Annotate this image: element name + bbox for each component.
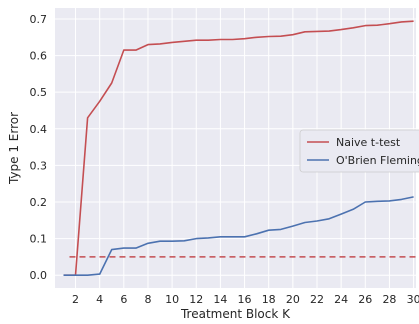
y-tick-label: 0.4: [30, 123, 48, 136]
y-tick-label: 0.1: [30, 233, 48, 246]
legend-label-obrien: O'Brien Fleming: [336, 154, 419, 167]
x-tick-label: 24: [334, 293, 348, 306]
series-layer: [63, 20, 416, 277]
x-tick-label: 6: [120, 293, 127, 306]
x-tick-label: 4: [96, 293, 103, 306]
legend-box: [299, 129, 419, 173]
x-tick-label: 22: [310, 293, 324, 306]
legend: Naive t-test O'Brien Fleming: [299, 129, 419, 173]
x-tick-label: 16: [238, 293, 252, 306]
x-tick-label: 10: [165, 293, 179, 306]
x-tick-label: 8: [144, 293, 151, 306]
legend-label-naive: Naive t-test: [336, 136, 401, 149]
x-tick-label: 26: [358, 293, 372, 306]
y-tick-label: 0.7: [30, 13, 48, 26]
x-tick-label: 14: [213, 293, 227, 306]
x-tick-label: 18: [262, 293, 276, 306]
y-tick-label: 0.2: [30, 196, 48, 209]
y-tick-label: 0.3: [30, 159, 48, 172]
y-tick-label: 0.0: [30, 269, 48, 282]
x-tick-label: 2: [72, 293, 79, 306]
x-tick-label: 20: [286, 293, 300, 306]
y-axis-label: Type 1 Error: [7, 112, 21, 185]
y-tick-label: 0.5: [30, 86, 48, 99]
x-axis-ticks: 2 4 6 8 10 12 14 16 18 20 22 24 26 28 30: [72, 293, 419, 306]
y-axis-ticks: 0.0 0.1 0.2 0.3 0.4 0.5 0.6 0.7: [30, 13, 48, 282]
x-tick-label: 12: [189, 293, 203, 306]
series-line-naive: [63, 20, 414, 277]
series-line-obrien: [63, 196, 414, 277]
x-axis-label: Treatment Block K: [180, 307, 291, 321]
x-tick-label: 30: [407, 293, 419, 306]
y-tick-label: 0.6: [30, 50, 48, 63]
x-tick-label: 28: [382, 293, 396, 306]
